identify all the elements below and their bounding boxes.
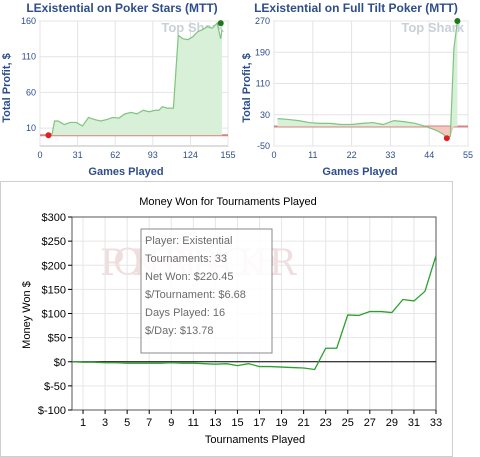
y-tick-label: $150 <box>42 284 66 296</box>
tooltip-line-tournaments: Tournaments: 33 <box>145 253 227 265</box>
x-tick-label: 1 <box>80 417 86 429</box>
extreme-point-marker <box>454 18 461 24</box>
tooltip-line-player: Player: Existential <box>145 235 232 247</box>
x-tick-label: 93 <box>148 150 158 160</box>
y-tick-label: 60 <box>26 87 36 97</box>
profit-area-negative <box>277 126 458 139</box>
x-tick-label: 9 <box>168 417 174 429</box>
y-tick-label: 160 <box>21 16 36 26</box>
y-tick-label: $-100 <box>38 405 66 417</box>
x-tick-label: 11 <box>188 417 199 429</box>
x-tick-label: 23 <box>320 417 332 429</box>
tooltip-line-days-played: Days Played: 16 <box>145 307 225 319</box>
stats-tooltip: Player: Existential Tournaments: 33 Net Wo… <box>140 228 273 354</box>
x-tick-label: 33 <box>385 150 395 160</box>
fulltilt-profit-chart: LExistential on Full Tilt Poker (MTT) To… <box>241 1 473 178</box>
x-tick-label: 15 <box>231 417 243 429</box>
chart-title: Money Won for Tournaments Played <box>139 196 317 208</box>
y-tick-label: 30 <box>260 110 270 120</box>
y-tick-label: 10 <box>26 123 36 133</box>
pokerstars-profit-chart: LExistential on Poker Stars (MTT) Top Sh… <box>1 1 236 178</box>
y-tick-label: 110 <box>22 52 36 62</box>
x-tick-label: 44 <box>424 150 434 160</box>
x-tick-label: 0 <box>37 150 42 160</box>
y-axis-label: Money Won $ <box>21 281 33 349</box>
chart-title: LExistential on Full Tilt Poker (MTT) <box>254 1 458 15</box>
y-tick-label: $0 <box>54 357 66 369</box>
x-tick-label: 29 <box>386 417 398 429</box>
x-axis-label: Games Played <box>88 166 163 178</box>
money-won-chart: Money Won for Tournaments Played POKER T… <box>0 181 453 457</box>
y-axis-label: Total Profit, $ <box>1 53 13 122</box>
y-tick-label: 110 <box>256 79 270 89</box>
money-won-line <box>71 255 437 371</box>
x-tick-label: 5 <box>124 417 130 429</box>
x-tick-label: 3 <box>102 417 108 429</box>
x-tick-label: 33 <box>430 417 442 429</box>
x-tick-label: 155 <box>220 150 235 160</box>
y-tick-label: $250 <box>42 236 66 248</box>
x-tick-label: 19 <box>275 417 287 429</box>
tooltip-line-net-won: Net Won: $220.45 <box>145 271 233 283</box>
x-tick-label: 31 <box>408 417 420 429</box>
extreme-point-marker <box>45 132 52 139</box>
x-tick-label: 62 <box>110 150 120 160</box>
y-tick-label: -50 <box>257 141 270 151</box>
x-axis-label: Games Played <box>322 166 397 178</box>
y-tick-label: $100 <box>42 309 66 321</box>
x-tick-label: 55 <box>463 150 473 160</box>
x-tick-label: 31 <box>73 150 83 160</box>
x-tick-label: 25 <box>342 417 354 429</box>
x-tick-label: 22 <box>347 150 357 160</box>
y-tick-label: 270 <box>255 16 270 26</box>
x-tick-label: 11 <box>308 150 317 160</box>
chart-title: LExistential on Poker Stars (MTT) <box>26 1 217 15</box>
x-tick-label: 124 <box>183 150 198 160</box>
extreme-point-marker <box>217 20 224 27</box>
x-tick-label: 27 <box>364 417 376 429</box>
x-axis-label: Tournaments Played <box>205 434 305 446</box>
profit-line <box>48 21 223 136</box>
x-tick-label: 0 <box>271 150 276 160</box>
profit-area-positive <box>48 23 222 136</box>
x-tick-label: 17 <box>253 417 265 429</box>
y-axis-label: Total Profit, $ <box>241 53 253 122</box>
y-tick-label: $50 <box>48 333 66 345</box>
x-tick-label: 21 <box>298 417 310 429</box>
extreme-point-marker <box>443 135 450 142</box>
x-tick-label: 13 <box>209 417 221 429</box>
x-tick-label: 7 <box>146 417 152 429</box>
y-tick-label: $-50 <box>44 381 66 393</box>
tooltip-box <box>140 228 273 354</box>
y-tick-label: $300 <box>42 212 66 224</box>
tooltip-line-per-day: $/Day: $13.78 <box>145 325 214 337</box>
y-tick-label: 190 <box>255 47 270 57</box>
tooltip-line-per-tournament: $/Tournament: $6.68 <box>145 289 246 301</box>
watermark-text: Top Shark <box>401 20 464 35</box>
y-tick-label: $200 <box>42 260 66 272</box>
